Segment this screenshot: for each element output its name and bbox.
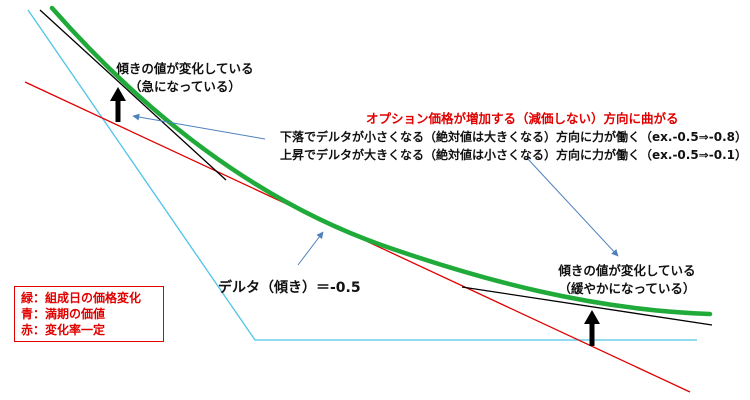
steep-annotation-line2: （急になっている） <box>129 79 241 94</box>
description-line-fall: 下落でデルタが小さくなる（絶対値は大きくなる）方向に力が働く（ex.-0.5⇒-… <box>280 130 747 144</box>
gentle-tangent-line <box>461 286 713 326</box>
expiry-value-line <box>27 9 697 341</box>
delta-force-description: 下落でデルタが小さくなる（絶対値は大きくなる）方向に力が働く（ex.-0.5⇒-… <box>280 128 747 164</box>
pointer-arrow-to-tangent-point <box>297 231 324 266</box>
legend-blue: 青：満期の価値 <box>21 307 106 321</box>
steep-tangent-line <box>39 9 227 181</box>
option-price-curve <box>49 5 713 317</box>
legend-red: 赤：変化率一定 <box>21 323 106 337</box>
pointer-arrow-to-gentle <box>526 157 619 257</box>
steep-up-arrow <box>110 87 126 122</box>
legend-green: 緑：組成日の価格変化 <box>21 291 142 305</box>
steep-annotation-line1: 傾きの値が変化している <box>116 61 254 76</box>
description-line-rise: 上昇でデルタが大きくなる（絶対値は小さくなる）方向に力が働く（ex.-0.5⇒-… <box>280 148 747 162</box>
pointer-arrow-to-steep <box>132 113 266 140</box>
delta-label: デルタ（傾き）＝-0.5 <box>218 280 361 296</box>
curve-direction-title: オプション価格が増加する（減価しない）方向に曲がる <box>366 111 679 126</box>
gentle-up-arrow <box>584 310 600 346</box>
steep-annotation: 傾きの値が変化している （急になっている） <box>115 60 255 96</box>
gentle-annotation-line1: 傾きの値が変化している <box>558 263 696 278</box>
gentle-annotation-line2: （緩やかになっている） <box>558 281 696 296</box>
legend-box: 緑：組成日の価格変化 青：満期の価値 赤：変化率一定 <box>14 286 164 342</box>
gentle-annotation: 傾きの値が変化している （緩やかになっている） <box>552 262 702 298</box>
